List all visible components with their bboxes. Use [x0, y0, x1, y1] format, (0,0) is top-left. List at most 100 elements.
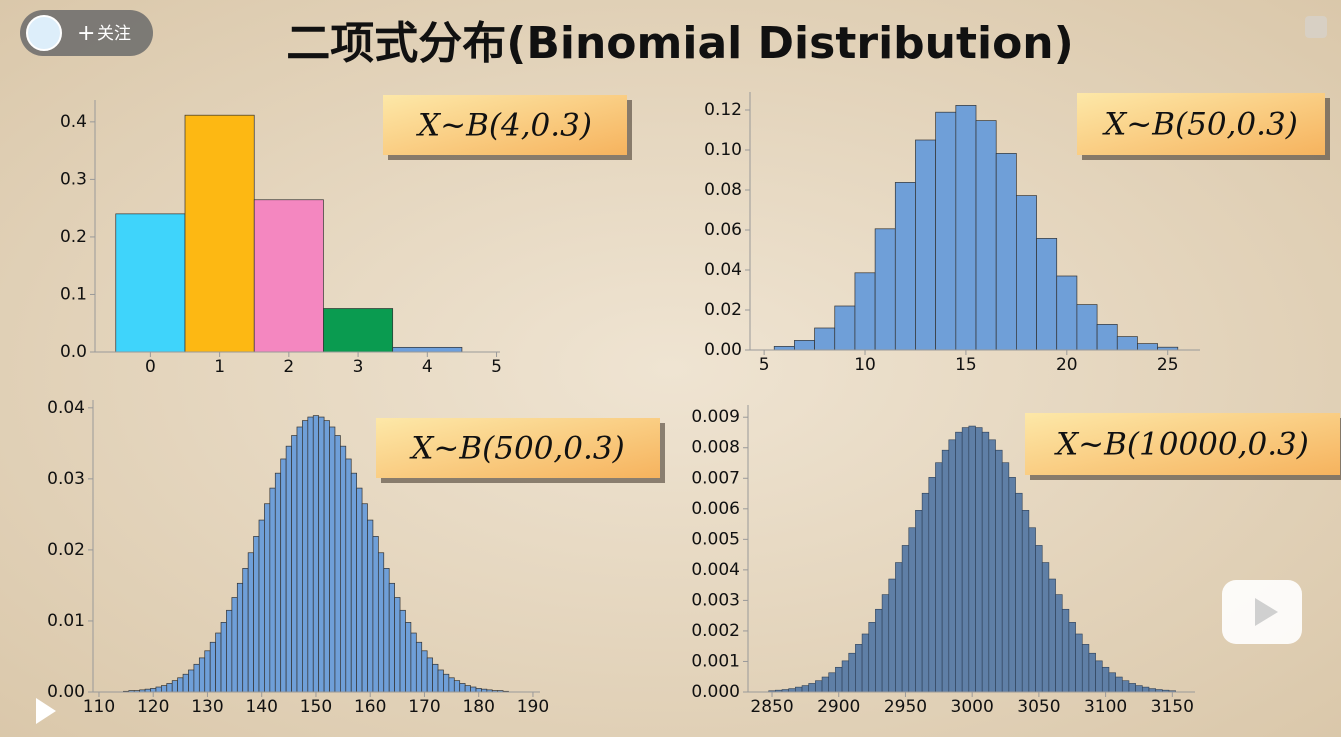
bar: [264, 503, 271, 693]
bar: [1061, 608, 1070, 693]
bar: [1048, 578, 1056, 693]
bar: [1056, 275, 1078, 351]
bar: [231, 597, 238, 693]
x-tick-label: 5: [759, 355, 770, 375]
bar: [312, 415, 320, 693]
y-tick-label: 0.03: [47, 469, 85, 489]
bar: [861, 633, 870, 693]
bar: [1148, 688, 1156, 693]
follow-button[interactable]: + 关注: [20, 10, 153, 56]
bar: [808, 683, 816, 693]
bar: [356, 487, 363, 693]
bar: [788, 688, 796, 693]
x-tick-label: 25: [1157, 355, 1179, 375]
bar: [1075, 633, 1083, 693]
bar: [988, 439, 996, 693]
bar: [908, 527, 916, 693]
bar: [188, 669, 195, 693]
y-tick-label: 0.009: [691, 407, 740, 427]
bar: [935, 462, 943, 693]
bar: [1021, 510, 1030, 693]
bar: [1016, 195, 1037, 351]
charts: 0.0 0.1 0.2 0.3 0.4 0 1 2 3 4 5 X~B(4,0.3) 0.00 0.02 0…: [47, 92, 1341, 717]
y-tick-label: 0.007: [691, 468, 740, 488]
bar: [848, 652, 856, 693]
bar: [975, 427, 983, 693]
bar: [307, 416, 314, 693]
bar: [345, 458, 352, 693]
play-button[interactable]: [36, 698, 56, 724]
bar: [968, 425, 976, 693]
bar: [448, 677, 455, 693]
bar: [1036, 238, 1058, 351]
bar: [115, 213, 186, 353]
bar: [377, 552, 385, 693]
y-tick-label: 0.006: [691, 499, 740, 519]
bar: [415, 641, 423, 693]
bar: [285, 445, 292, 693]
bar: [258, 519, 265, 693]
bar: [995, 153, 1017, 351]
bar: [302, 420, 309, 693]
bar: [464, 685, 471, 693]
bar: [835, 666, 843, 693]
bar: [291, 435, 298, 693]
bar: [1135, 685, 1143, 693]
annotation-box: [1025, 413, 1340, 475]
bar: [177, 677, 184, 693]
x-tick-label: 3: [353, 357, 364, 377]
bar: [795, 686, 803, 693]
annotation: X~B(50,0.3): [1102, 107, 1298, 143]
x-tick-label: 2900: [817, 697, 860, 717]
bar: [1055, 594, 1063, 693]
y-tick-label: 0.04: [704, 260, 742, 280]
bar: [247, 552, 254, 693]
bar: [1101, 666, 1110, 693]
help-icon[interactable]: [1305, 16, 1327, 38]
bar: [881, 594, 890, 693]
y-tick-label: 0.00: [47, 682, 85, 702]
bar: [875, 608, 883, 693]
bar: [1068, 622, 1076, 693]
bar: [975, 120, 997, 351]
follow-label[interactable]: 关注: [97, 24, 131, 44]
x-tick-label: 4: [422, 357, 433, 377]
bar: [318, 416, 325, 693]
bar: [470, 686, 477, 693]
bar: [215, 632, 222, 693]
bar: [1116, 336, 1138, 351]
y-tick-label: 0.06: [704, 220, 742, 240]
bar: [1028, 527, 1036, 693]
bar: [821, 676, 830, 693]
bar: [166, 683, 173, 693]
bar: [443, 673, 450, 693]
x-tick-label: 10: [854, 355, 876, 375]
plus-icon: +: [77, 21, 95, 46]
bar: [372, 536, 379, 693]
bar: [340, 445, 347, 693]
bar: [367, 519, 374, 693]
bar: [794, 340, 815, 351]
y-tick-label: 0.02: [704, 300, 742, 320]
x-tick-label: 140: [245, 697, 277, 717]
bar: [155, 686, 162, 693]
x-tick-label: 3150: [1151, 697, 1194, 717]
bar: [1081, 644, 1090, 693]
bar: [236, 582, 244, 693]
bar: [1008, 477, 1016, 693]
bar: [915, 510, 923, 693]
tv-play: [1255, 598, 1278, 626]
x-tick-label: 120: [137, 697, 169, 717]
bar: [915, 139, 937, 351]
bar: [1001, 462, 1010, 693]
x-tick-label: 20: [1056, 355, 1078, 375]
tv-icon[interactable]: [1222, 580, 1302, 644]
bar: [828, 672, 836, 693]
x-tick-label: 3100: [1084, 697, 1127, 717]
bar: [901, 545, 910, 693]
slide-title: 二项式分布(Binomial Distribution): [286, 18, 1074, 69]
bar: [329, 426, 336, 693]
bar: [392, 346, 463, 353]
bar: [184, 114, 255, 353]
